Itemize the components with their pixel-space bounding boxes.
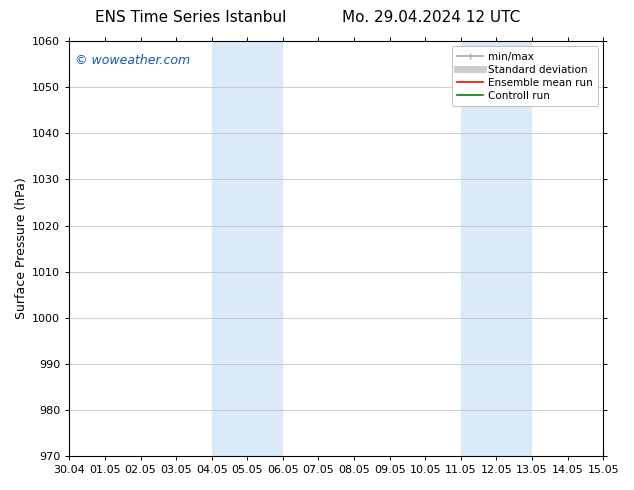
Y-axis label: Surface Pressure (hPa): Surface Pressure (hPa) bbox=[15, 178, 28, 319]
Text: © woweather.com: © woweather.com bbox=[75, 54, 190, 67]
Text: ENS Time Series Istanbul: ENS Time Series Istanbul bbox=[94, 10, 286, 25]
Bar bbox=[212, 41, 283, 456]
Text: Mo. 29.04.2024 12 UTC: Mo. 29.04.2024 12 UTC bbox=[342, 10, 521, 25]
Bar bbox=[461, 41, 532, 456]
Legend: min/max, Standard deviation, Ensemble mean run, Controll run: min/max, Standard deviation, Ensemble me… bbox=[451, 47, 598, 106]
